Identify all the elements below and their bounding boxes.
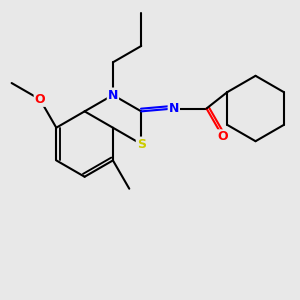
- Text: O: O: [34, 93, 45, 106]
- Text: N: N: [108, 88, 118, 101]
- Text: O: O: [218, 130, 228, 143]
- Text: N: N: [169, 102, 179, 115]
- Text: S: S: [137, 138, 146, 151]
